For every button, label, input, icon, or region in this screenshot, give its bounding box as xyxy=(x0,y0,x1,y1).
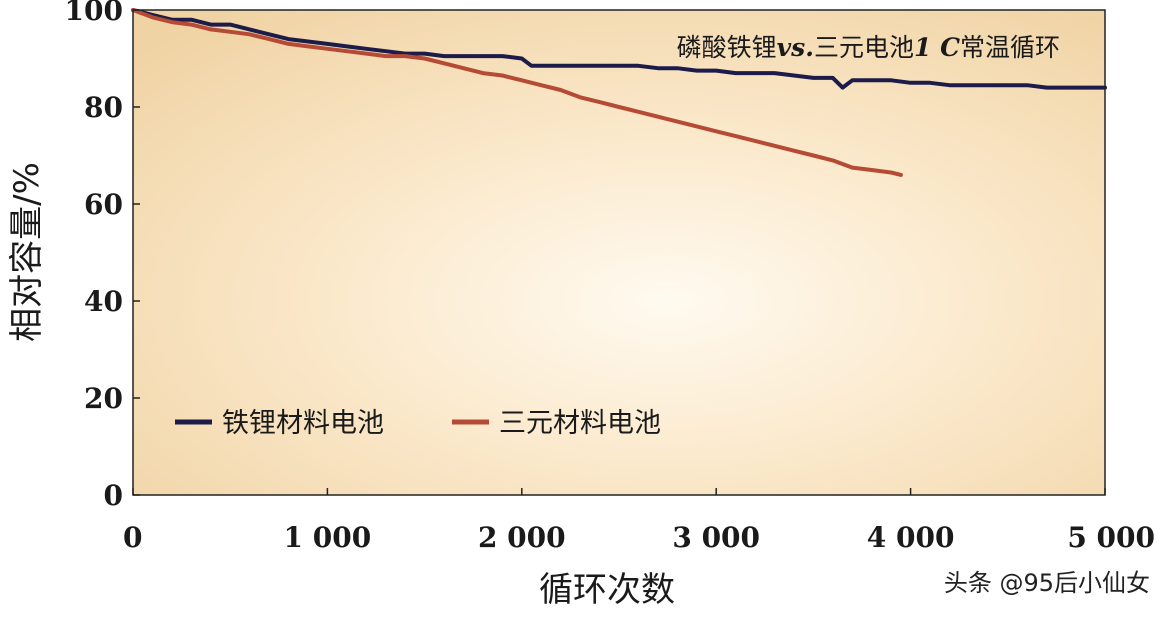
plot-frame xyxy=(132,9,1106,496)
title-part-4: 1 C xyxy=(914,33,960,62)
x-tick-label: 0 xyxy=(123,521,142,554)
series-layer xyxy=(131,8,1107,177)
series-line-lfp xyxy=(131,8,1107,90)
x-tick-label: 1 000 xyxy=(284,521,372,554)
x-tick-label: 4 000 xyxy=(867,521,955,554)
x-tick-label: 3 000 xyxy=(672,521,760,554)
plot-area xyxy=(133,10,1105,495)
chart-title: 磷酸铁锂vs.三元电池1 C常温循环 xyxy=(677,33,1060,62)
y-tick-label: 20 xyxy=(84,382,123,415)
watermark: 头条 @95后小仙女 xyxy=(944,569,1150,597)
legend: 铁锂材料电池 三元材料电池 xyxy=(175,408,661,439)
series-line-ncm xyxy=(131,8,903,177)
x-axis-title: 循环次数 xyxy=(539,570,675,610)
y-tick-label: 40 xyxy=(84,285,123,318)
title-part-3: 三元电池 xyxy=(814,33,914,62)
legend-label-ncm: 三元材料电池 xyxy=(499,408,661,439)
title-part-2: vs. xyxy=(777,33,814,62)
y-tick-label: 80 xyxy=(84,91,123,124)
x-tick-label: 2 000 xyxy=(478,521,566,554)
legend-label-lfp: 铁锂材料电池 xyxy=(222,408,384,439)
title-part-5: 常温循环 xyxy=(960,33,1060,62)
y-tick-label: 0 xyxy=(104,479,123,512)
y-axis-title: 相对容量/% xyxy=(7,162,47,342)
y-tick-label: 60 xyxy=(84,188,123,221)
y-tick-label: 100 xyxy=(65,0,123,27)
y-axis-ticks: 0 20 40 60 80 100 xyxy=(65,0,140,512)
title-part-1: 磷酸铁锂 xyxy=(677,33,777,62)
x-axis-ticks: 0 1 000 2 000 3 000 4 000 5 000 xyxy=(123,488,1155,554)
x-tick-label: 5 000 xyxy=(1067,521,1155,554)
